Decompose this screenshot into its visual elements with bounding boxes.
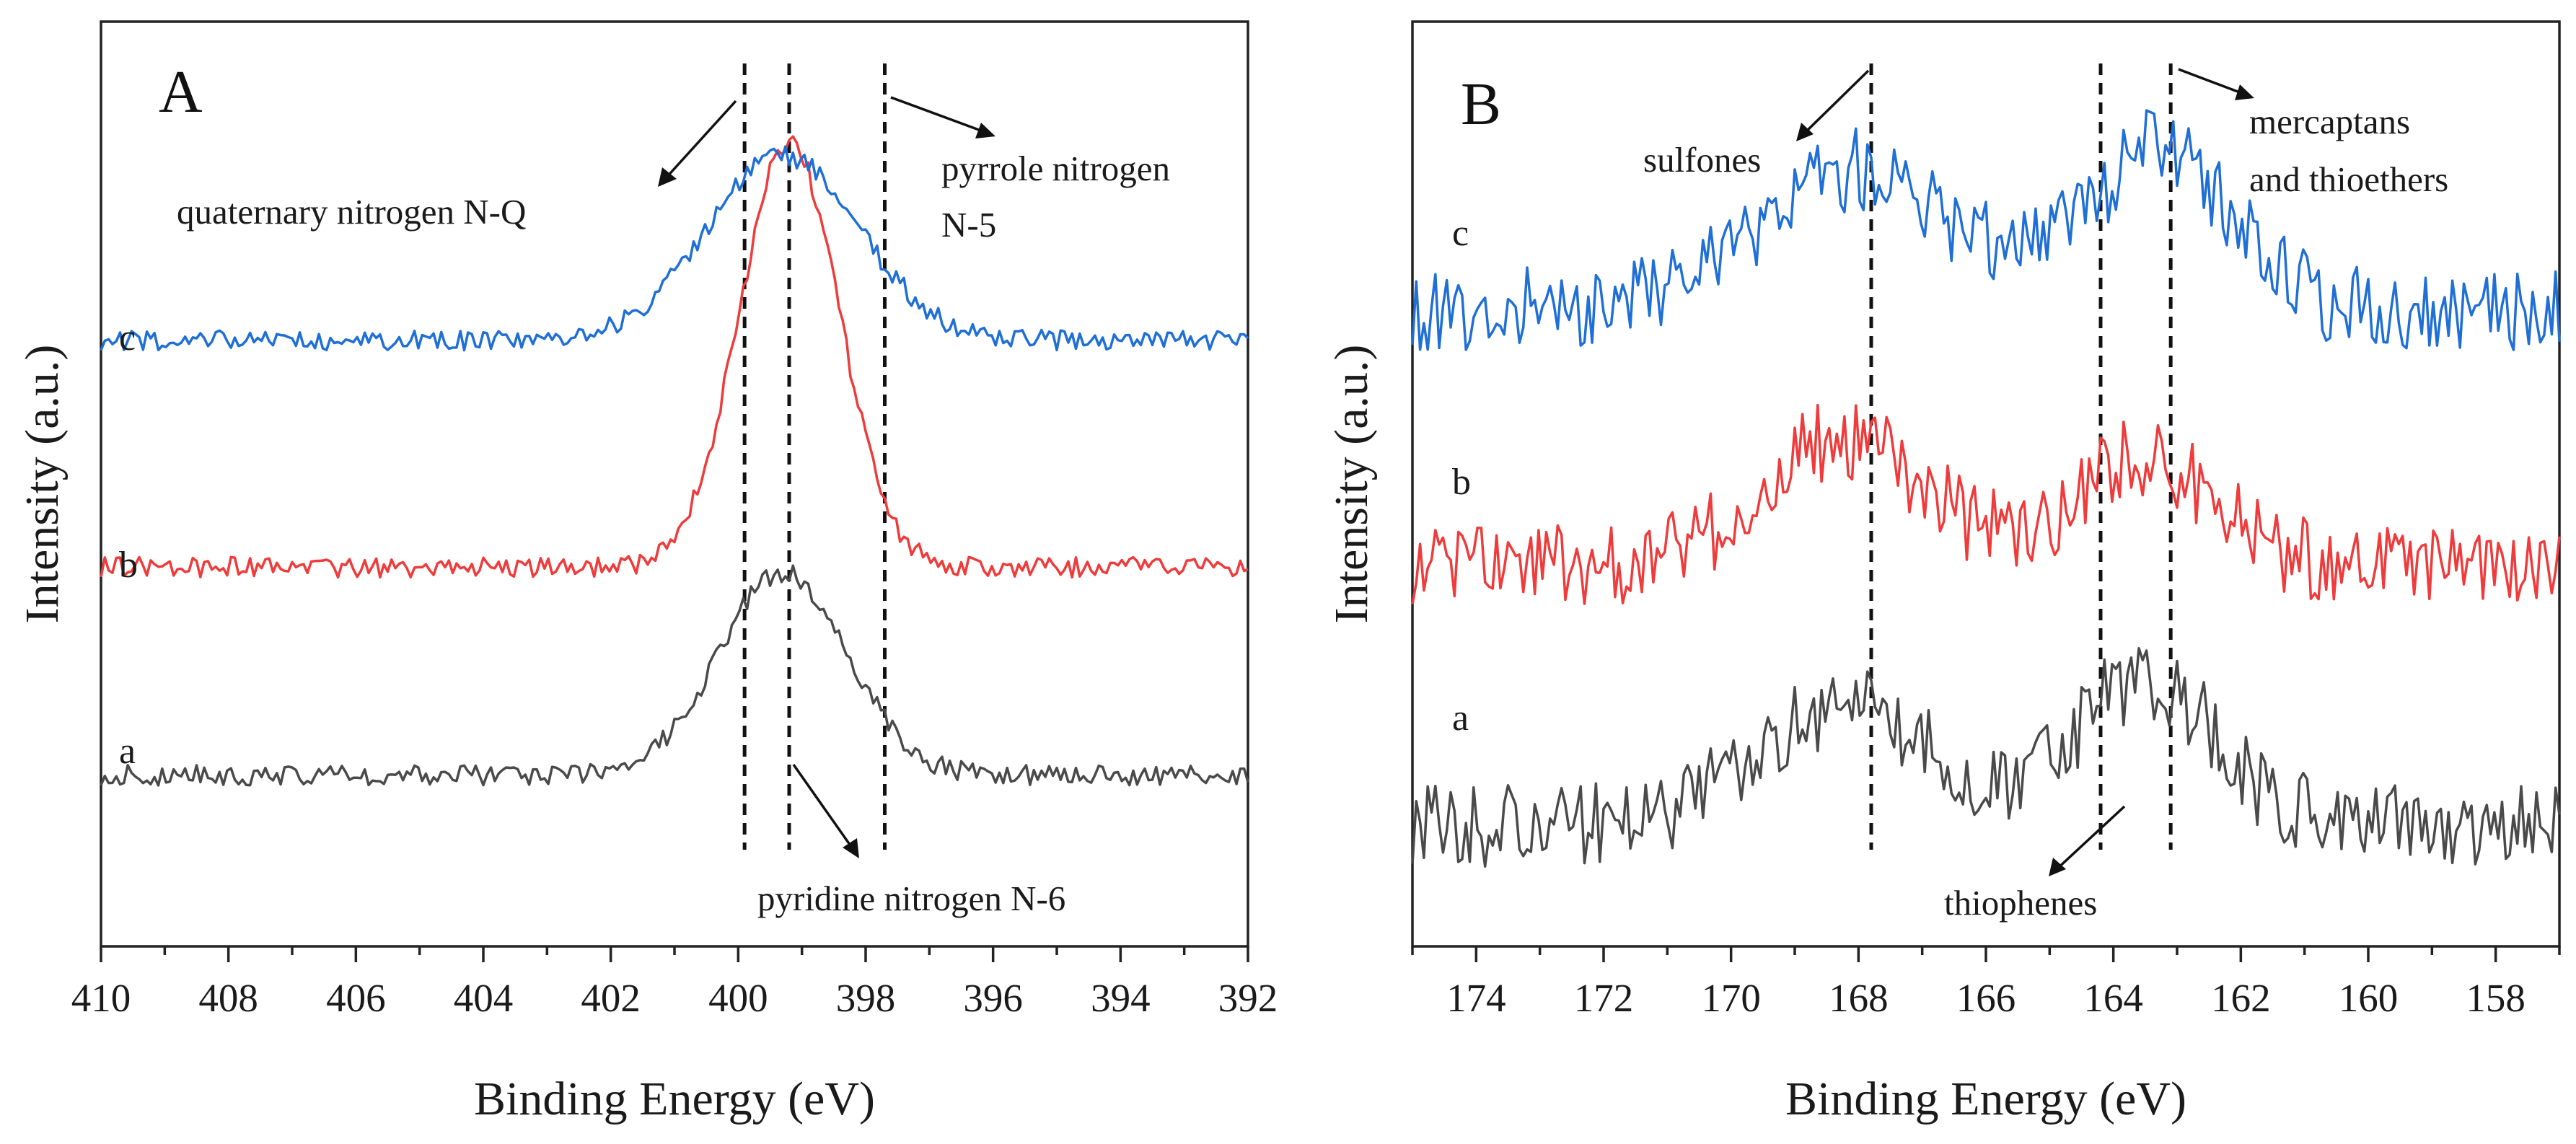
panel-a-x-ticks: 410 408 406 404 402 400 398 396 394 392 xyxy=(71,946,1278,1020)
panel-b: B Intensity (a.u.) Binding Energy (eV) 1… xyxy=(1325,20,2561,1125)
x-tick-label: 392 xyxy=(1218,976,1278,1020)
panel-a-curve-label-a: a xyxy=(119,731,136,772)
annotation-sulfones-arrow xyxy=(1802,69,1870,136)
panel-b-y-axis-title: Intensity (a.u.) xyxy=(1325,345,1378,624)
series-line-a xyxy=(100,564,1249,787)
annotation-quaternary-nitrogen-arrow xyxy=(664,100,737,180)
panel-b-x-axis-title: Binding Energy (eV) xyxy=(1785,1073,2186,1125)
annotation-pyrrole-nitrogen-arrowhead xyxy=(975,123,995,138)
panel-a-reference-lines xyxy=(742,63,887,850)
x-tick-label: 168 xyxy=(1829,976,1889,1020)
annotation-thiophenes: thiophenes xyxy=(1944,883,2097,923)
series-line-c xyxy=(1411,109,2561,351)
x-tick-label: 166 xyxy=(1956,976,2016,1020)
panel-b-curve-label-b: b xyxy=(1452,462,1471,503)
panel-a-series xyxy=(100,135,1249,787)
x-tick-label: 174 xyxy=(1446,976,1506,1020)
panel-a: A Intensity (a.u.) Binding Energy (eV) 4… xyxy=(16,20,1278,1125)
x-tick-label: 164 xyxy=(2083,976,2143,1020)
x-tick-label: 404 xyxy=(454,976,514,1020)
panel-b-curve-label-c: c xyxy=(1452,213,1469,254)
annotation-pyrrole-nitrogen-line2: N-5 xyxy=(941,205,996,245)
annotation-pyrrole-nitrogen-line1: pyrrole nitrogen xyxy=(941,149,1170,188)
panel-a-curve-label-b: b xyxy=(119,545,138,586)
annotation-thiophenes-arrow xyxy=(2054,805,2126,871)
x-tick-label: 406 xyxy=(326,976,386,1020)
x-tick-label: 400 xyxy=(708,976,768,1020)
x-tick-label: 172 xyxy=(1574,976,1634,1020)
annotation-mercaptans-arrow xyxy=(2178,68,2244,95)
annotation-mercaptans-line1: mercaptans xyxy=(2249,102,2410,141)
annotation-thiophenes-arrowhead xyxy=(2049,858,2066,876)
panel-a-x-axis-title: Binding Energy (eV) xyxy=(474,1073,875,1125)
x-tick-label: 396 xyxy=(963,976,1023,1020)
panel-a-curve-label-c: c xyxy=(119,317,136,358)
x-tick-label: 158 xyxy=(2466,976,2526,1020)
x-tick-label: 398 xyxy=(836,976,896,1020)
series-line-b xyxy=(100,135,1249,579)
panel-b-x-ticks: 174 172 170 168 166 164 162 160 158 xyxy=(1411,946,2561,1020)
panel-b-series xyxy=(1411,109,2561,868)
annotation-quaternary-nitrogen-arrowhead xyxy=(658,167,677,187)
annotation-sulfones: sulfones xyxy=(1643,140,1761,180)
annotation-mercaptans-arrowhead xyxy=(2235,84,2254,100)
x-tick-label: 160 xyxy=(2339,976,2399,1020)
annotation-pyridine-nitrogen-arrow xyxy=(792,763,855,851)
panel-a-y-axis-title: Intensity (a.u.) xyxy=(16,345,69,624)
panel-b-label: B xyxy=(1461,71,1501,138)
annotation-sulfones-arrowhead xyxy=(1796,123,1814,141)
x-tick-label: 394 xyxy=(1091,976,1151,1020)
panel-b-curve-label-a: a xyxy=(1452,698,1469,739)
series-line-a xyxy=(1411,646,2561,868)
series-line-c xyxy=(100,145,1249,352)
x-tick-label: 410 xyxy=(71,976,131,1020)
annotation-pyrrole-nitrogen-arrow xyxy=(890,96,985,133)
x-tick-label: 408 xyxy=(198,976,258,1020)
x-tick-label: 170 xyxy=(1701,976,1761,1020)
annotation-quaternary-nitrogen: quaternary nitrogen N-Q xyxy=(177,192,526,232)
annotation-mercaptans-line2: and thioethers xyxy=(2249,159,2448,199)
annotation-pyridine-nitrogen-arrowhead xyxy=(843,838,859,858)
x-tick-label: 162 xyxy=(2211,976,2271,1020)
x-tick-label: 402 xyxy=(581,976,641,1020)
annotation-pyridine-nitrogen: pyridine nitrogen N-6 xyxy=(757,879,1065,918)
series-line-b xyxy=(1411,403,2561,605)
panel-a-label: A xyxy=(159,58,203,126)
panel-b-reference-lines xyxy=(1869,63,2173,850)
